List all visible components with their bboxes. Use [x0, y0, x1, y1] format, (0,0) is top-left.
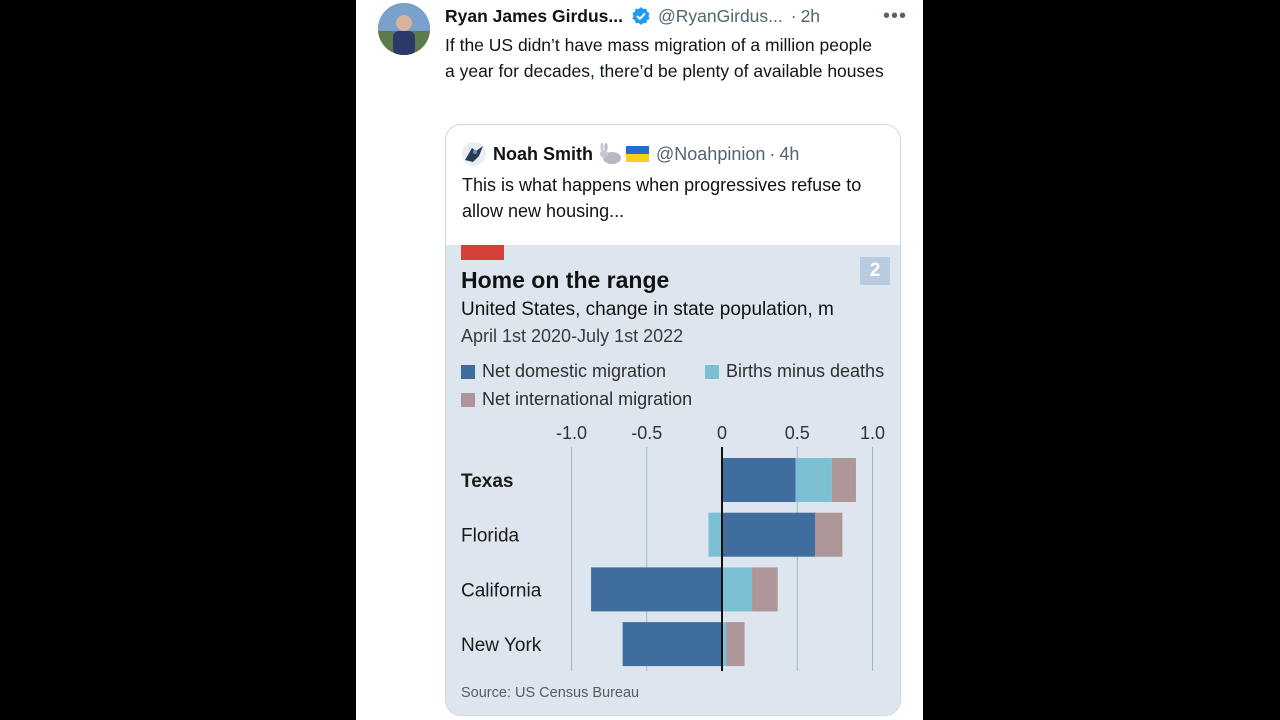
x-tick-label: -0.5	[631, 423, 662, 443]
separator-dot: ·	[769, 143, 776, 164]
chart-image[interactable]: 2 Home on the range United States, chang…	[446, 245, 900, 715]
x-tick-label: -1.0	[556, 423, 587, 443]
bar-segment	[795, 458, 832, 502]
quoted-timestamp[interactable]: 4h	[779, 143, 800, 164]
chart-number-badge: 2	[860, 257, 890, 285]
x-tick-label: 1.0	[860, 423, 885, 443]
x-tick-label: 0	[717, 423, 727, 443]
chart-title: Home on the range	[461, 267, 670, 293]
ukraine-flag-icon	[626, 146, 650, 162]
bar-segment	[622, 622, 722, 667]
legend-label: Net domestic migration	[482, 361, 667, 381]
more-options-icon[interactable]: •••	[882, 4, 907, 27]
legend-label: Net international migration	[482, 389, 693, 409]
legend-label: Births minus deaths	[726, 361, 885, 381]
timestamp[interactable]: 2h	[800, 5, 821, 26]
bar-chart: -1.0 -0.5 0 0.5 1.0 Texas Florida California New…	[461, 423, 885, 671]
bar-segment	[722, 567, 753, 612]
quoted-author-avatar[interactable]	[462, 142, 486, 166]
separator-dot: ·	[790, 5, 797, 26]
bar-segment	[722, 458, 796, 502]
tweet[interactable]: Ryan James Girdus... @RyanGirdus... · 2h…	[356, 0, 923, 720]
bar-segment	[722, 622, 727, 667]
rabbit-emoji-icon	[597, 142, 623, 165]
legend-swatch	[461, 392, 475, 407]
bar-segment	[591, 567, 722, 612]
legend-item-international: Net international migration	[461, 389, 692, 410]
x-tick-label: 0.5	[785, 423, 810, 443]
chart-subtitle: United States, change in state populatio…	[461, 299, 834, 320]
author-avatar[interactable]	[378, 3, 430, 55]
quoted-author-handle[interactable]: @Noahpinion	[656, 143, 766, 164]
quoted-tweet-header: Noah Smith @Noahpinion · 4h	[462, 141, 799, 167]
quoted-author-name[interactable]: Noah Smith	[493, 143, 594, 164]
category-label: New York	[461, 635, 542, 656]
chart-source: Source: US Census Bureau	[461, 685, 640, 701]
bar-segment	[726, 622, 745, 667]
legend-swatch	[461, 364, 475, 379]
author-handle[interactable]: @RyanGirdus...	[658, 5, 783, 26]
tweet-text: If the US didn’t have mass migration of …	[445, 35, 884, 81]
bar-segment	[722, 512, 816, 557]
legend-item-births: Births minus deaths	[705, 361, 884, 382]
bar-segment	[708, 512, 722, 557]
verified-badge-icon	[631, 6, 651, 26]
legend-item-domestic: Net domestic migration	[461, 361, 666, 382]
category-label: California	[461, 580, 542, 601]
category-label: Texas	[461, 471, 513, 492]
author-name[interactable]: Ryan James Girdus...	[445, 5, 623, 26]
quoted-tweet-text: This is what happens when progressives r…	[462, 175, 862, 221]
bar-segment	[831, 458, 856, 502]
category-label: Florida	[461, 526, 520, 547]
tweet-header: Ryan James Girdus... @RyanGirdus... · 2h…	[445, 4, 907, 28]
legend-swatch	[705, 364, 719, 379]
bar-segment	[752, 567, 778, 612]
quoted-tweet[interactable]: Noah Smith @Noahpinion · 4h This is what…	[445, 124, 901, 716]
economist-red-tag	[461, 245, 504, 260]
chart-date-range: April 1st 2020-July 1st 2022	[461, 326, 684, 346]
bar-segment	[815, 512, 843, 557]
